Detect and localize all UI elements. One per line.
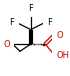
Text: F: F	[10, 18, 14, 27]
Polygon shape	[43, 44, 44, 45]
Text: O: O	[3, 40, 10, 49]
Text: F: F	[47, 18, 52, 27]
Text: OH: OH	[56, 51, 69, 60]
Text: O: O	[56, 31, 63, 40]
Text: F: F	[28, 4, 33, 13]
